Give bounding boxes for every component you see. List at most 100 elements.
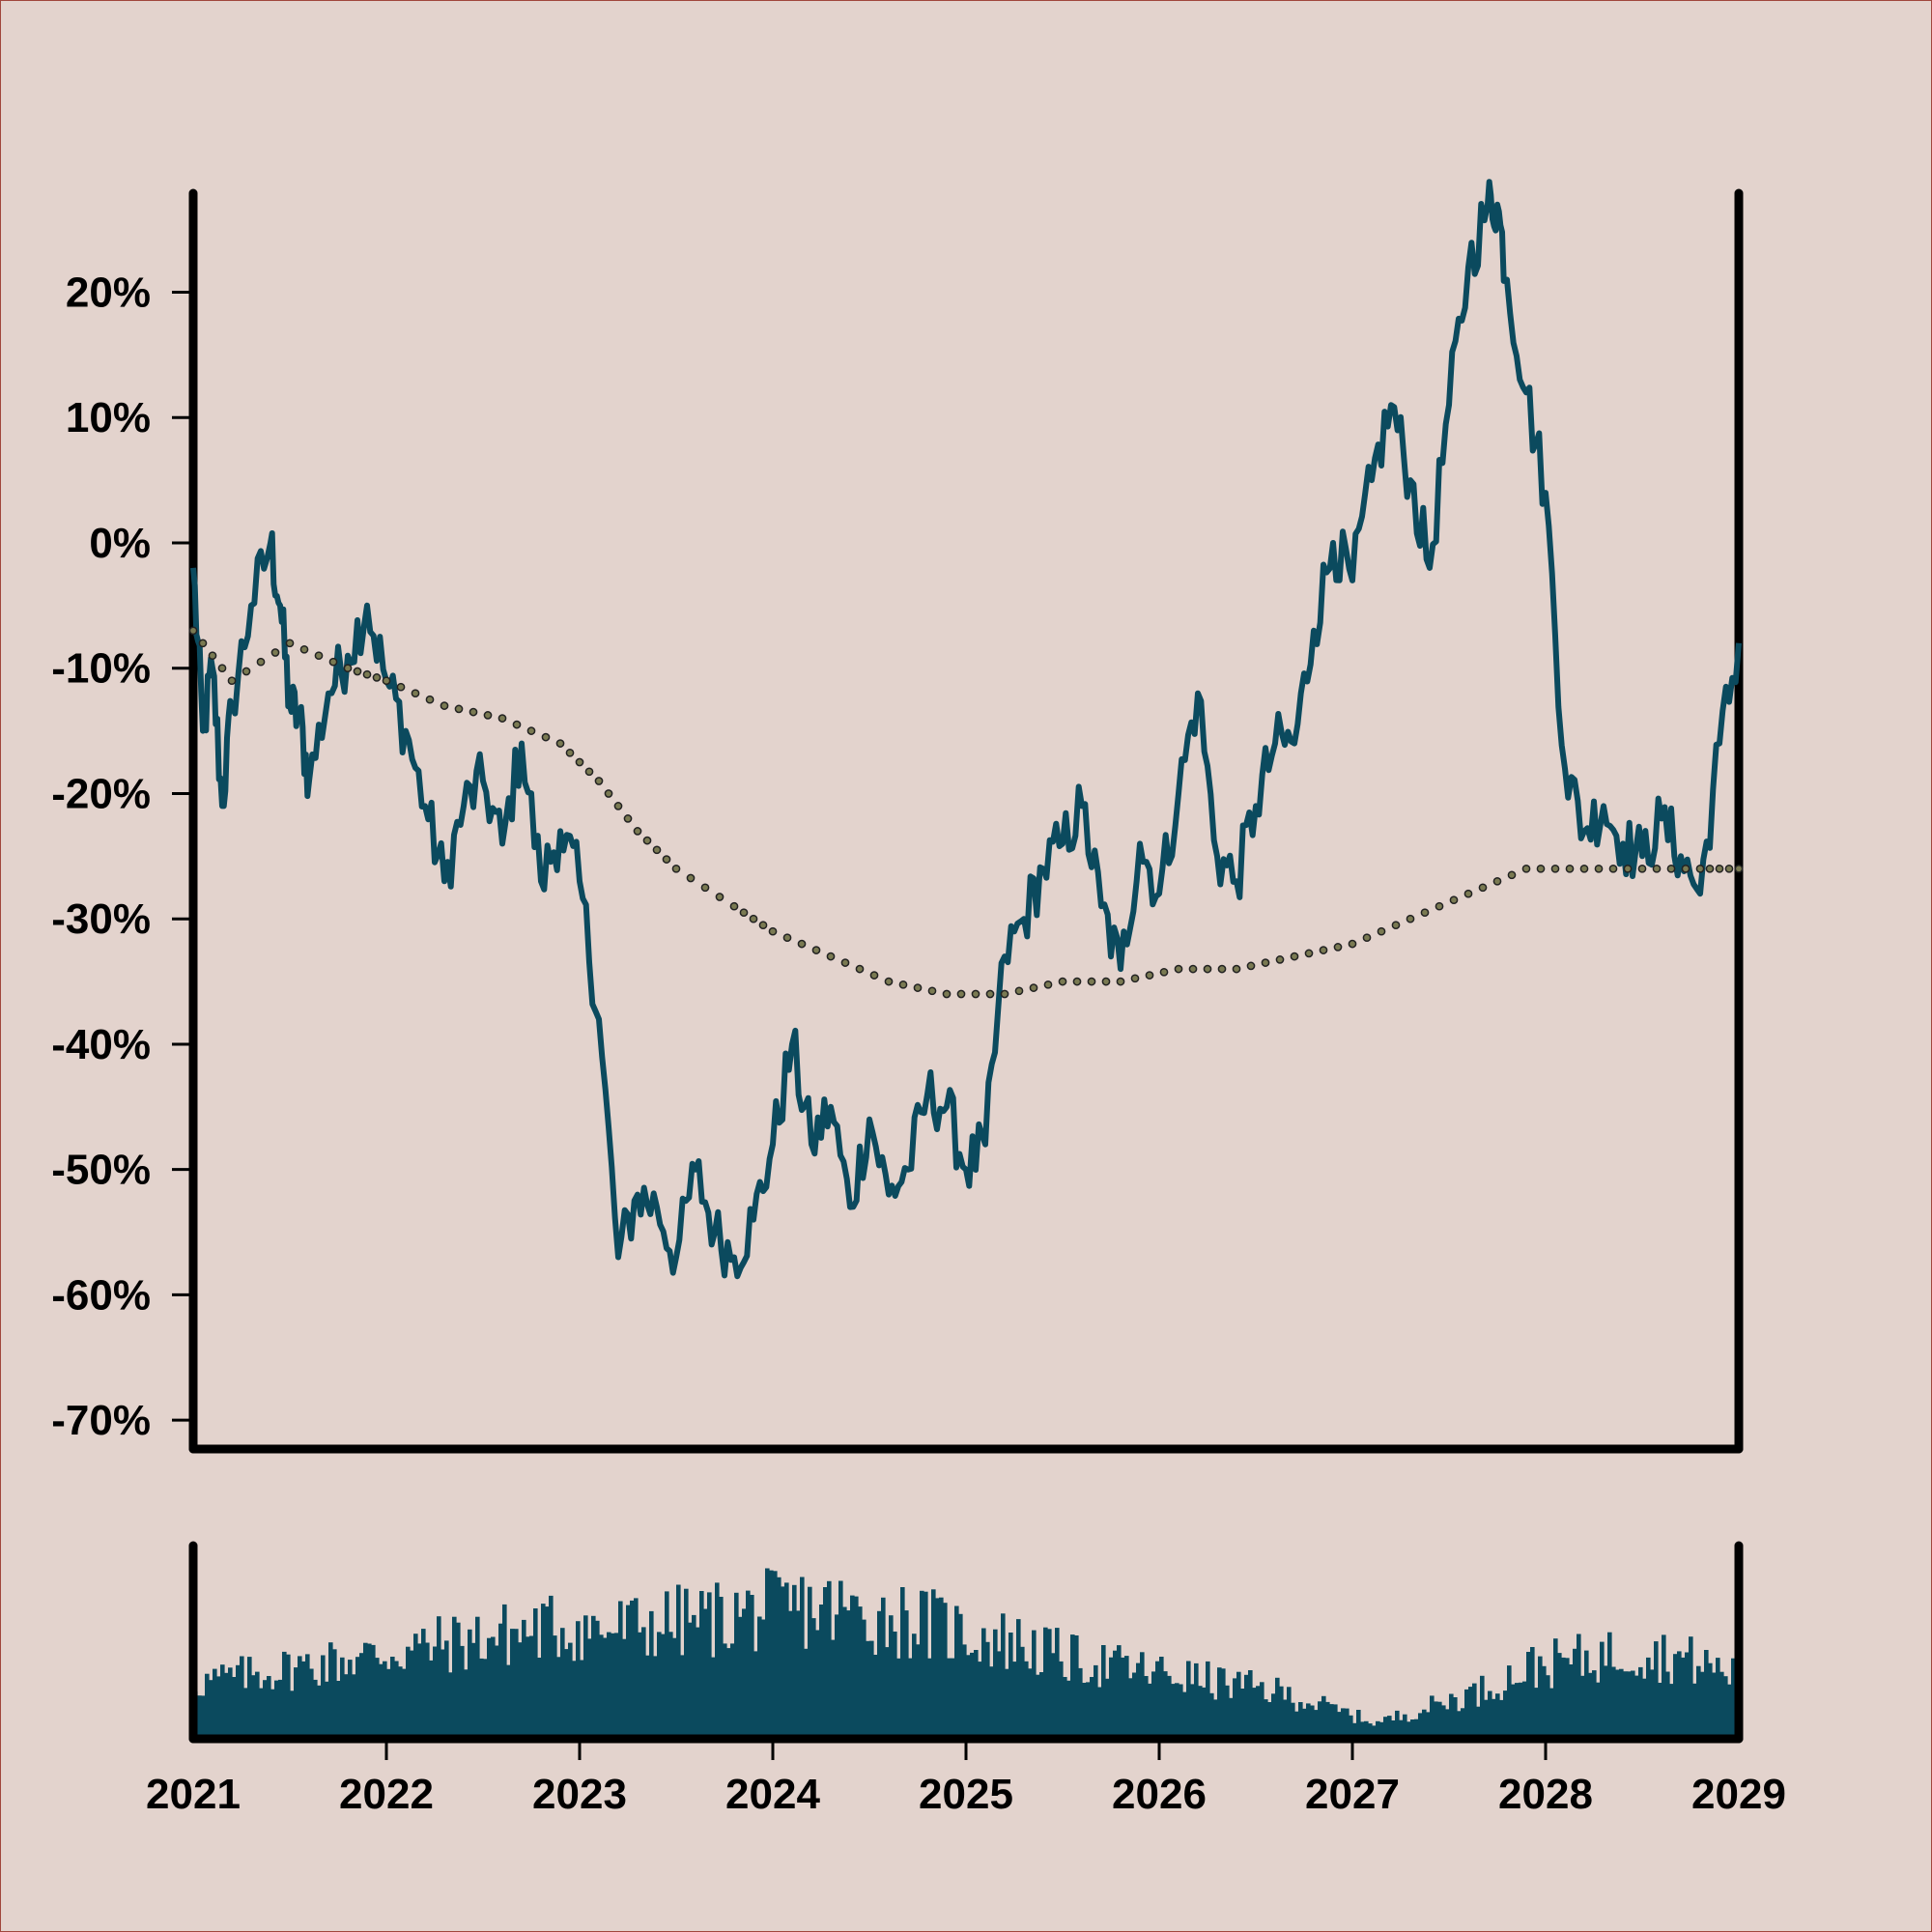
volume-bar: [765, 1568, 770, 1739]
volume-bar: [1264, 1699, 1268, 1739]
volume-bar: [1511, 1684, 1516, 1739]
volume-bar: [1063, 1677, 1067, 1739]
y-tick-label: 20%: [66, 269, 151, 316]
volume-bar: [1287, 1687, 1292, 1739]
trend-point: [826, 952, 836, 961]
volume-bar: [529, 1635, 534, 1739]
volume-bar: [325, 1681, 329, 1739]
x-tick-label: 2028: [1498, 1771, 1593, 1818]
trend-point: [555, 739, 565, 748]
volume-bar: [522, 1619, 526, 1739]
volume-bar: [1043, 1627, 1048, 1739]
volume-bar: [1379, 1721, 1384, 1739]
trend-point: [1261, 958, 1270, 967]
trend-point: [483, 711, 493, 720]
volume-bar: [784, 1582, 789, 1739]
volume-bar: [313, 1679, 318, 1739]
volume-bar: [1426, 1712, 1431, 1739]
volume-bar: [545, 1606, 550, 1739]
volume-bar: [580, 1660, 584, 1739]
trend-point: [1232, 964, 1241, 974]
trend-point: [604, 789, 613, 798]
volume-bar: [1723, 1676, 1728, 1739]
volume-bar: [1256, 1686, 1261, 1739]
volume-bar: [1441, 1705, 1446, 1739]
volume-bar: [653, 1656, 658, 1739]
trend-point: [1014, 986, 1024, 996]
volume-bar: [1395, 1710, 1400, 1739]
x-tick-label: 2025: [919, 1771, 1013, 1818]
volume-bar: [243, 1688, 248, 1739]
volume-bar: [290, 1690, 295, 1739]
volume-bar: [1198, 1686, 1203, 1739]
trend-point: [1058, 977, 1067, 986]
volume-bar: [862, 1619, 867, 1739]
volume-bar: [228, 1667, 233, 1739]
volume-bar: [1457, 1711, 1462, 1739]
volume-bar: [274, 1680, 279, 1739]
volume-bar: [1074, 1635, 1079, 1739]
volume-bar: [1070, 1634, 1075, 1739]
volume-bar: [804, 1648, 809, 1739]
volume-bar: [1012, 1662, 1017, 1739]
volume-bar: [1376, 1720, 1380, 1739]
volume-bar: [1716, 1658, 1720, 1739]
volume-bar: [1318, 1701, 1322, 1739]
volume-bar: [498, 1623, 503, 1739]
volume-bar: [1499, 1699, 1504, 1739]
volume-bar: [305, 1654, 310, 1739]
volume-bar: [371, 1644, 376, 1739]
volume-bar: [1410, 1719, 1415, 1739]
volume-bar: [556, 1657, 561, 1739]
trend-point: [1275, 955, 1285, 964]
volume-bar: [298, 1656, 302, 1739]
volume-bar: [379, 1663, 384, 1739]
volume-bar: [641, 1627, 646, 1739]
trend-point: [623, 814, 633, 823]
volume-bar: [1383, 1717, 1388, 1739]
volume-bar: [390, 1657, 395, 1739]
volume-bar: [1036, 1674, 1040, 1739]
volume-bar: [1476, 1706, 1481, 1739]
volume-bar: [332, 1649, 337, 1739]
volume-bar: [1681, 1657, 1686, 1739]
trend-point: [1217, 964, 1227, 974]
volume-bar: [858, 1606, 863, 1739]
volume-bar: [649, 1610, 654, 1739]
volume-bar: [1159, 1657, 1164, 1739]
volume-bar: [1372, 1725, 1377, 1739]
volume-bar: [317, 1685, 322, 1739]
volume-bar: [576, 1621, 581, 1739]
trend-point: [1579, 864, 1589, 873]
volume-bar: [216, 1676, 221, 1739]
trend-point: [1715, 864, 1724, 873]
volume-bar: [1634, 1675, 1639, 1739]
volume-bar: [417, 1643, 422, 1739]
trend-point: [1304, 949, 1314, 958]
trend-point: [662, 855, 671, 864]
trend-point: [782, 933, 792, 943]
trend-point: [188, 626, 198, 636]
trend-point: [1724, 864, 1734, 873]
volume-bar: [406, 1646, 411, 1739]
volume-bar: [1105, 1678, 1110, 1739]
volume-bar: [978, 1662, 982, 1739]
volume-bar: [1260, 1682, 1264, 1739]
volume-bar: [1283, 1699, 1288, 1739]
volume-bar: [900, 1587, 905, 1739]
volume-bar: [328, 1642, 333, 1739]
trend-point: [1333, 943, 1343, 952]
trend-point: [362, 669, 372, 679]
volume-bar: [359, 1653, 364, 1739]
volume-bar: [1503, 1690, 1508, 1739]
volume-bar: [954, 1605, 959, 1739]
volume-bar: [433, 1646, 438, 1739]
volume-bar: [993, 1629, 998, 1739]
trend-point: [633, 827, 642, 836]
trend-point: [613, 802, 623, 810]
volume-bar: [997, 1651, 1002, 1739]
volume-bar: [757, 1616, 762, 1739]
volume-bar: [1596, 1682, 1601, 1739]
volume-bar: [1565, 1658, 1570, 1739]
